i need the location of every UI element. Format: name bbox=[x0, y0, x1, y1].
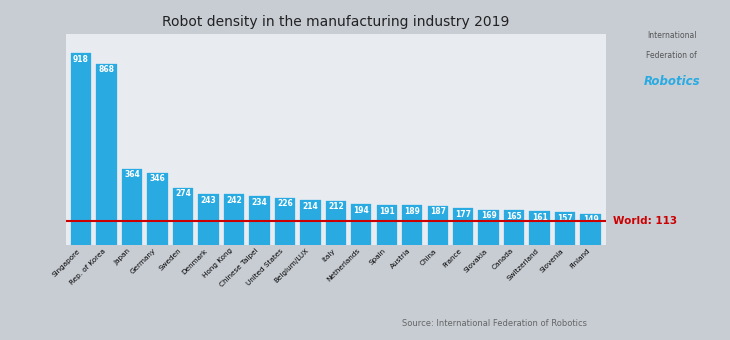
Text: 194: 194 bbox=[353, 206, 369, 215]
Text: International: International bbox=[647, 31, 696, 39]
Bar bbox=[223, 194, 244, 245]
Text: 242: 242 bbox=[226, 196, 242, 205]
Text: World: 113: World: 113 bbox=[613, 216, 677, 226]
Text: 165: 165 bbox=[507, 212, 522, 221]
Bar bbox=[199, 194, 218, 245]
Text: 157: 157 bbox=[557, 214, 573, 223]
Text: 226: 226 bbox=[277, 199, 293, 208]
Bar bbox=[377, 205, 397, 245]
Bar bbox=[529, 211, 550, 245]
Text: 274: 274 bbox=[175, 189, 191, 198]
Text: Source: International Federation of Robotics: Source: International Federation of Robo… bbox=[402, 319, 586, 328]
Text: 243: 243 bbox=[201, 196, 216, 205]
Text: 169: 169 bbox=[481, 211, 496, 220]
Bar bbox=[274, 198, 295, 245]
Text: Robotics: Robotics bbox=[643, 75, 700, 88]
Bar bbox=[300, 200, 320, 245]
Bar bbox=[478, 209, 499, 245]
Bar bbox=[453, 208, 473, 245]
Text: 346: 346 bbox=[150, 174, 165, 183]
Text: 161: 161 bbox=[531, 213, 548, 222]
Text: Federation of: Federation of bbox=[646, 51, 697, 60]
Bar bbox=[351, 204, 372, 245]
Text: 214: 214 bbox=[302, 202, 318, 211]
Bar bbox=[122, 169, 142, 245]
Bar bbox=[580, 214, 601, 245]
Bar bbox=[147, 173, 168, 245]
Bar bbox=[96, 64, 117, 245]
Bar bbox=[555, 212, 575, 245]
Text: 364: 364 bbox=[124, 170, 140, 180]
Text: 187: 187 bbox=[430, 207, 446, 217]
Text: 868: 868 bbox=[99, 65, 115, 74]
Text: 189: 189 bbox=[404, 207, 420, 216]
Bar bbox=[504, 210, 524, 245]
Text: 212: 212 bbox=[328, 202, 344, 211]
Text: 918: 918 bbox=[73, 55, 89, 64]
Title: Robot density in the manufacturing industry 2019: Robot density in the manufacturing indus… bbox=[162, 15, 510, 29]
Text: 234: 234 bbox=[251, 198, 267, 207]
Bar bbox=[249, 196, 269, 245]
Bar bbox=[402, 205, 423, 245]
Bar bbox=[173, 188, 193, 245]
Bar bbox=[326, 201, 346, 245]
Bar bbox=[71, 53, 91, 245]
Text: 191: 191 bbox=[379, 207, 395, 216]
Text: 177: 177 bbox=[456, 209, 471, 219]
Text: 149: 149 bbox=[583, 215, 599, 224]
Bar bbox=[428, 206, 448, 245]
